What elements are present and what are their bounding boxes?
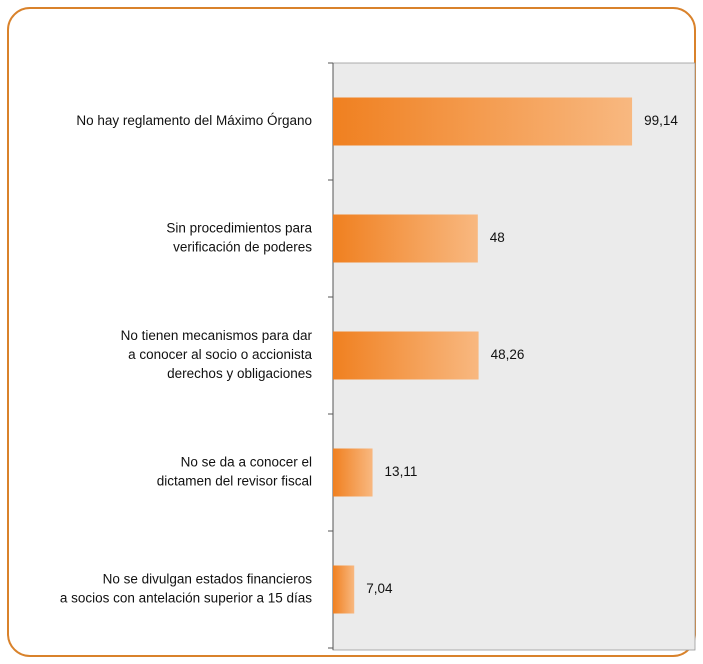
category-label: Sin procedimientos para <box>166 221 312 236</box>
bar <box>333 331 479 380</box>
bar <box>333 214 478 263</box>
bar <box>333 97 633 146</box>
category-label: No se divulgan estados financieros <box>103 572 313 587</box>
category-label: No se da a conocer el <box>181 455 312 470</box>
category-label: a socios con antelación superior a 15 dí… <box>60 591 312 606</box>
value-label: 13,11 <box>385 464 418 479</box>
bar <box>333 448 373 497</box>
category-label: derechos y obligaciones <box>167 366 312 381</box>
category-label: No tienen mecanismos para dar <box>121 328 313 343</box>
value-label: 48,26 <box>491 347 525 362</box>
value-label: 99,14 <box>644 113 678 128</box>
value-label: 7,04 <box>366 581 393 596</box>
category-label: dictamen del revisor fiscal <box>157 474 312 489</box>
bar <box>333 565 355 614</box>
category-label: a conocer al socio o accionista <box>128 347 312 362</box>
value-label: 48 <box>490 230 505 245</box>
category-label: No hay reglamento del Máximo Órgano <box>76 113 312 128</box>
category-label: verificación de poderes <box>173 240 312 255</box>
